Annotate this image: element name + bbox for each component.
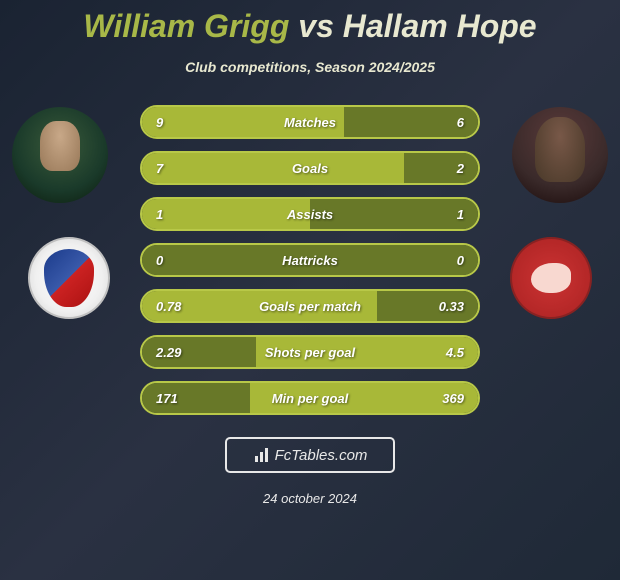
- stat-value-left: 171: [156, 391, 178, 406]
- subtitle: Club competitions, Season 2024/2025: [185, 59, 435, 75]
- comparison-card: William Grigg vs Hallam Hope Club compet…: [0, 0, 620, 580]
- title-vs: vs: [298, 8, 334, 44]
- stat-label: Hattricks: [282, 253, 338, 268]
- player1-avatar: [12, 107, 108, 203]
- stat-value-right: 0: [457, 253, 464, 268]
- brand-text: FcTables.com: [275, 447, 368, 464]
- stat-label: Goals: [292, 161, 328, 176]
- stat-label: Goals per match: [259, 299, 361, 314]
- stat-value-right: 369: [442, 391, 464, 406]
- stat-value-right: 2: [457, 161, 464, 176]
- brand-box[interactable]: FcTables.com: [225, 437, 395, 473]
- player1-club-badge: [28, 237, 110, 319]
- stat-value-left: 0.78: [156, 299, 181, 314]
- stat-value-left: 7: [156, 161, 163, 176]
- stat-row: 1 Assists 1: [140, 197, 480, 231]
- stat-row: 2.29 Shots per goal 4.5: [140, 335, 480, 369]
- date-text: 24 october 2024: [263, 491, 357, 506]
- stat-row: 0 Hattricks 0: [140, 243, 480, 277]
- stat-bar-left: [142, 199, 310, 229]
- stat-value-right: 6: [457, 115, 464, 130]
- player2-avatar: [512, 107, 608, 203]
- page-title: William Grigg vs Hallam Hope: [83, 8, 536, 45]
- stat-value-right: 4.5: [446, 345, 464, 360]
- title-player2: Hallam Hope: [343, 8, 537, 44]
- chart-icon: [253, 446, 271, 464]
- stat-row: 7 Goals 2: [140, 151, 480, 185]
- stat-value-left: 9: [156, 115, 163, 130]
- stat-row: 9 Matches 6: [140, 105, 480, 139]
- stat-row: 171 Min per goal 369: [140, 381, 480, 415]
- stat-label: Min per goal: [272, 391, 349, 406]
- stat-label: Shots per goal: [265, 345, 355, 360]
- stat-value-right: 1: [457, 207, 464, 222]
- stat-value-left: 1: [156, 207, 163, 222]
- stat-bar-left: [142, 153, 404, 183]
- title-player1: William Grigg: [83, 8, 289, 44]
- stat-value-right: 0.33: [439, 299, 464, 314]
- stat-value-left: 2.29: [156, 345, 181, 360]
- stat-label: Matches: [284, 115, 336, 130]
- stat-row: 0.78 Goals per match 0.33: [140, 289, 480, 323]
- player2-club-badge: [510, 237, 592, 319]
- content-area: 9 Matches 6 7 Goals 2 1 Assists 1 0 Hattricks 0 0.78…: [0, 105, 620, 415]
- stats-list: 9 Matches 6 7 Goals 2 1 Assists 1 0 Hattricks 0 0.78…: [140, 105, 480, 415]
- stat-label: Assists: [287, 207, 333, 222]
- stat-value-left: 0: [156, 253, 163, 268]
